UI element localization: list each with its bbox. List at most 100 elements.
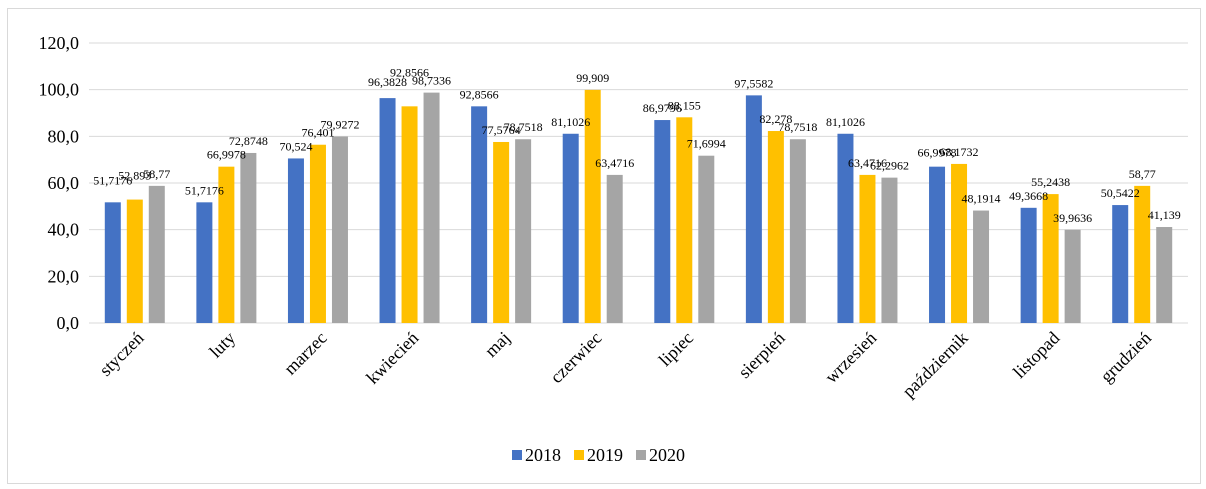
bar-2020: [148, 185, 165, 323]
bar-2020: [606, 174, 623, 323]
data-label: 71,6994: [687, 137, 726, 151]
bar-2019: [767, 131, 784, 323]
legend-swatch-2020: [636, 450, 646, 460]
category-label: grudzień: [1096, 328, 1155, 387]
category-label: maj: [481, 328, 514, 361]
category-label: październik: [898, 328, 972, 402]
bar-2020: [240, 152, 257, 323]
bar-2019: [1042, 194, 1059, 323]
bar-2020: [331, 136, 348, 323]
bar-2018: [287, 158, 304, 323]
data-label: 79,9272: [320, 118, 359, 132]
category-label: luty: [205, 328, 239, 362]
chart-frame: 0,0 20,0 40,0 60,0 80,0 100,0 120,0 51,7176 51,…: [7, 8, 1201, 484]
legend-label: 2019: [587, 445, 623, 465]
data-label: 86,9796: [643, 101, 682, 115]
data-label: 66,9978: [918, 146, 957, 160]
data-label: 82,278: [759, 112, 792, 126]
bar-2020: [423, 92, 440, 323]
y-tick-label: 20,0: [48, 266, 80, 286]
data-label: 48,1914: [962, 192, 1001, 206]
bar-2019: [401, 106, 418, 324]
bar-2018: [745, 95, 762, 323]
data-labels: 51,717651,717670,52496,382892,856681,102…: [93, 65, 1180, 224]
bar-2019: [218, 166, 235, 323]
category-label: wrzesień: [821, 328, 880, 387]
y-axis-ticks: 0,0 20,0 40,0 60,0 80,0 100,0 120,0: [39, 33, 80, 333]
bar-2019: [859, 174, 876, 323]
category-label: marzec: [280, 328, 331, 379]
bar-2019: [493, 141, 510, 323]
category-label: styczeń: [95, 328, 147, 380]
bar-2018: [1112, 205, 1129, 323]
data-label: 78,7518: [504, 120, 543, 134]
data-label: 81,1026: [826, 115, 865, 129]
bar-2018: [929, 166, 946, 323]
data-label: 41,139: [1148, 208, 1181, 222]
bar-2020: [515, 139, 532, 323]
bar-2019: [309, 144, 326, 323]
category-label: sierpień: [734, 328, 788, 382]
y-tick-label: 40,0: [48, 220, 80, 240]
bar-2020: [1156, 227, 1173, 323]
category-label: kwiecień: [362, 328, 422, 388]
legend: 2018 2019 2020: [512, 445, 685, 465]
data-label: 51,7176: [93, 173, 132, 187]
data-label: 78,7518: [778, 120, 817, 134]
data-label: 98,7336: [412, 74, 451, 88]
data-label: 77,5764: [482, 123, 521, 137]
bars: [104, 89, 1173, 324]
data-label: 51,7176: [185, 183, 224, 197]
bar-chart: 0,0 20,0 40,0 60,0 80,0 100,0 120,0 51,7176 51,…: [39, 33, 1188, 465]
data-label: 70,524: [279, 139, 312, 153]
data-label: 62,2962: [870, 159, 909, 173]
bar-2020: [881, 177, 898, 323]
bar-2019: [126, 199, 143, 323]
data-label: 97,5582: [734, 76, 773, 90]
legend-label: 2020: [649, 445, 685, 465]
data-label: 50,5422: [1101, 186, 1140, 200]
bar-2018: [104, 202, 121, 323]
data-label: 58,77: [1129, 167, 1156, 181]
y-tick-label: 0,0: [57, 313, 80, 333]
gridlines: [89, 42, 1188, 324]
category-label: listopad: [1009, 328, 1063, 382]
bar-2018: [654, 120, 671, 323]
bar-2019: [951, 163, 968, 323]
data-label: 58,77: [143, 167, 170, 181]
bar-2018: [562, 133, 579, 323]
bar-2020: [789, 139, 806, 323]
data-label: 49,3668: [1009, 189, 1048, 203]
bar-2020: [1064, 229, 1081, 323]
legend-swatch-2019: [574, 450, 584, 460]
data-label: 92,8566: [460, 87, 499, 101]
bar-2019: [676, 117, 693, 324]
category-label: czerwiec: [546, 328, 605, 387]
data-label: 63,4716: [848, 156, 887, 170]
data-label: 92,8566: [390, 65, 429, 79]
data-label: 88,155: [668, 98, 701, 112]
data-label: 81,1026: [551, 115, 590, 129]
y-tick-label: 60,0: [48, 173, 80, 193]
bar-2018: [196, 202, 213, 323]
data-label: 68,1732: [940, 145, 979, 159]
bar-2020: [973, 210, 990, 323]
data-label: 99,909: [576, 71, 609, 85]
bar-2020: [698, 155, 715, 323]
bar-2019: [1134, 185, 1151, 323]
data-label: 63,4716: [595, 156, 634, 170]
legend-swatch-2018: [512, 450, 522, 460]
data-label: 96,3828: [368, 75, 407, 89]
bar-2018: [471, 106, 488, 324]
bar-2018: [379, 98, 396, 323]
bar-2019: [584, 89, 601, 323]
category-label: lipiec: [655, 328, 697, 370]
x-axis-categories: styczeń luty marzec kwiecień maj czerwiec lipi…: [95, 328, 1155, 402]
data-label: 72,8748: [229, 134, 268, 148]
data-label: 66,9978: [207, 148, 246, 162]
data-label: 52,893: [118, 169, 151, 183]
y-tick-label: 80,0: [48, 126, 80, 146]
data-label: 76,401: [301, 126, 334, 140]
bar-2018: [837, 133, 854, 323]
data-label: 55,2438: [1031, 175, 1070, 189]
